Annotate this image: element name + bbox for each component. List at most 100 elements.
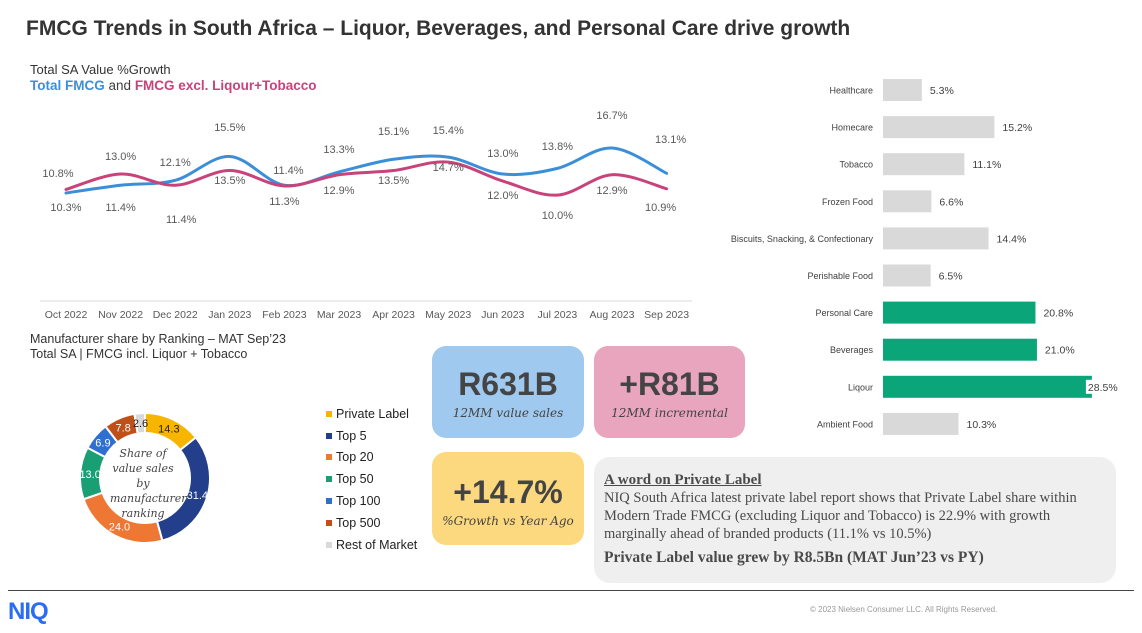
series-line	[64, 146, 669, 195]
kpi-value: R631B	[458, 366, 558, 402]
donut-data-label: 2.6	[133, 418, 148, 430]
data-label: 12.9%	[596, 185, 627, 197]
data-label: 11.4%	[273, 165, 304, 177]
bar-category-label: Frozen Food	[822, 197, 873, 207]
legend-label: Top 50	[336, 472, 374, 487]
bar-category-label: Liqour	[848, 382, 873, 392]
donut-data-label: 24.0	[109, 522, 130, 534]
x-tick-label: Jan 2023	[208, 309, 251, 321]
legend-swatch	[326, 519, 332, 526]
kpi-value: +R81B	[619, 366, 720, 402]
legend-label: Private Label	[336, 406, 409, 421]
donut-data-label: 13.0	[79, 469, 100, 481]
legend-fmcg-excl: FMCG excl. Liqour+Tobacco	[134, 78, 317, 93]
kpi-value-sales: R631B 12MM value sales	[432, 346, 584, 438]
x-tick-label: Nov 2022	[98, 309, 143, 321]
data-label: 15.4%	[433, 125, 464, 137]
data-label: 13.5%	[378, 175, 409, 187]
bar	[883, 301, 1036, 324]
legend-item: Private Label	[326, 403, 417, 425]
data-label: 6.5%	[939, 271, 963, 283]
data-label: 13.0%	[105, 151, 136, 163]
data-label: 14.4%	[997, 233, 1027, 245]
data-label: 10.8%	[42, 168, 73, 180]
data-label: 10.0%	[542, 210, 573, 222]
legend-label: Top 20	[336, 450, 374, 465]
line-chart: Oct 2022 Nov 2022 Dec 2022 Jan 2023 Feb 2023…	[40, 110, 692, 321]
donut-data-label: 14.3	[158, 423, 179, 435]
donut-data-label: 7.8	[116, 423, 131, 435]
data-label: 12.9%	[323, 185, 354, 197]
private-label-footer: Private Label value grew by R8.5Bn (MAT …	[604, 549, 984, 566]
donut-slice	[133, 411, 146, 435]
x-tick-label: Aug 2023	[590, 309, 635, 321]
data-label: 15.5%	[214, 122, 245, 134]
data-label: 13.0%	[487, 148, 518, 160]
legend-label: Top 500	[336, 515, 381, 530]
donut-chart: 14.3 31.4 24.0 13.0 6.9 7.8 2.6	[79, 411, 211, 544]
legend-swatch	[326, 476, 332, 483]
data-label: 12.0%	[487, 190, 518, 202]
kpi-growth: +14.7% %Growth vs Year Ago	[432, 452, 584, 545]
line-chart-legend: Total FMCG and FMCG excl. Liqour+Tobacco	[30, 78, 316, 93]
kpi-incremental: +R81B 12MM incremental	[594, 346, 745, 438]
niq-logo: NIQ	[8, 598, 49, 625]
kpi-value: +14.7%	[453, 474, 563, 510]
copyright: © 2023 Nielsen Consumer LLC. All Rights …	[810, 605, 998, 614]
category-bar-chart: Healthcare 5.3% Homecare 15.2% Tobacco 11.1% F…	[731, 79, 1118, 435]
data-label: 13.8%	[542, 141, 573, 153]
data-label: 16.7%	[596, 110, 627, 122]
donut-center-text: Share of value sales by manufacturer ran…	[110, 447, 187, 520]
bar-category-label: Ambient Food	[817, 419, 873, 429]
data-label: 11.4%	[105, 202, 136, 214]
bar-category-label: Biscuits, Snacking, & Confectionary	[731, 234, 874, 244]
x-tick-label: Sep 2023	[644, 309, 689, 321]
legend-swatch	[326, 541, 332, 548]
bar	[883, 153, 965, 176]
donut-title: Manufacturer share by Ranking – MAT Sep’…	[30, 332, 286, 346]
legend-and: and	[108, 78, 132, 93]
kpi-caption: 12MM value sales	[452, 406, 564, 420]
private-label-body: NIQ South Africa latest private label re…	[604, 490, 1077, 542]
data-label: 15.2%	[1002, 122, 1032, 134]
x-tick-label: Feb 2023	[262, 309, 307, 321]
legend-swatch	[326, 498, 332, 505]
data-label: 12.1%	[160, 157, 191, 169]
data-label: 10.3%	[966, 419, 996, 431]
bar	[883, 375, 1092, 398]
bar	[883, 116, 995, 139]
legend-total-fmcg: Total FMCG	[30, 78, 105, 93]
data-label: 21.0%	[1045, 345, 1075, 357]
private-label-heading: A word on Private Label	[604, 472, 762, 488]
bar-category-label: Perishable Food	[807, 271, 873, 281]
legend-swatch	[326, 432, 332, 439]
bar	[883, 264, 931, 287]
data-label: 14.7%	[433, 162, 464, 174]
x-tick-label: Mar 2023	[317, 309, 362, 321]
x-tick-label: Jul 2023	[538, 309, 578, 321]
x-tick-label: Apr 2023	[372, 309, 415, 321]
legend-item: Top 20	[326, 447, 417, 469]
bar	[883, 338, 1037, 361]
data-label: 13.3%	[323, 144, 354, 156]
legend-item: Top 100	[326, 490, 417, 512]
legend-item: Top 500	[326, 512, 417, 534]
bar-category-label: Tobacco	[839, 160, 873, 170]
data-label: 5.3%	[930, 85, 954, 97]
legend-item: Rest of Market	[326, 534, 417, 556]
data-label: 15.1%	[378, 126, 409, 138]
kpi-caption: 12MM incremental	[611, 406, 728, 420]
legend-swatch	[326, 410, 332, 417]
x-tick-label: May 2023	[425, 309, 471, 321]
x-tick-label: Jun 2023	[481, 309, 524, 321]
data-label-bg	[1085, 379, 1116, 394]
data-label: 11.1%	[972, 159, 1001, 171]
bar-category-label: Beverages	[830, 345, 874, 355]
data-label: 11.3%	[269, 196, 300, 208]
data-label: 13.5%	[214, 175, 245, 187]
bar	[883, 412, 959, 435]
bar	[883, 79, 922, 101]
legend-label: Top 100	[336, 494, 381, 509]
footer-divider	[8, 590, 1134, 591]
legend-item: Top 50	[326, 468, 417, 490]
